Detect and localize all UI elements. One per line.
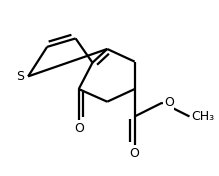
Text: O: O [164, 96, 174, 109]
Text: S: S [16, 70, 24, 83]
Text: CH₃: CH₃ [191, 110, 214, 123]
Text: O: O [130, 147, 140, 160]
Text: O: O [74, 122, 84, 135]
